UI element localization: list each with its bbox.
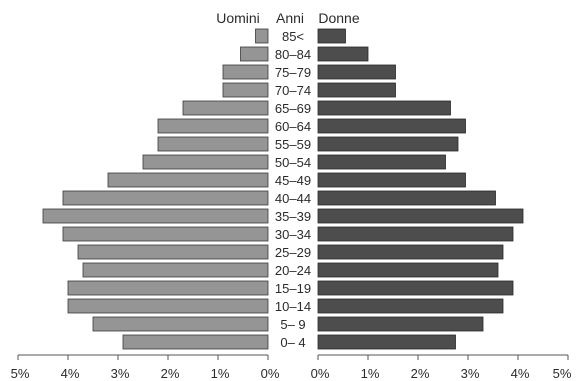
bar-women-14	[317, 82, 396, 98]
bar-women-4	[317, 262, 499, 278]
bar-women-15	[317, 64, 396, 80]
age-label-1: 5– 9	[280, 317, 305, 332]
bar-men-4	[82, 262, 269, 278]
bar-men-5	[77, 244, 269, 260]
tick-label-men-3: 2%	[161, 366, 180, 381]
bar-women-16	[317, 46, 369, 62]
age-label-6: 30–34	[275, 227, 311, 242]
bar-women-0	[317, 334, 456, 350]
age-label-4: 20–24	[275, 263, 311, 278]
bar-men-17	[255, 28, 269, 44]
header-men: Uomini	[216, 10, 260, 26]
tick-label-women-2: 2%	[411, 366, 430, 381]
age-label-8: 40–44	[275, 191, 311, 206]
age-label-14: 70–74	[275, 83, 311, 98]
bar-women-3	[317, 280, 514, 296]
bar-men-14	[222, 82, 269, 98]
bar-women-9	[317, 172, 466, 188]
age-label-13: 65–69	[275, 101, 311, 116]
tick-label-men-4: 1%	[211, 366, 230, 381]
bar-men-10	[142, 154, 269, 170]
age-label-2: 10–14	[275, 299, 311, 314]
bar-women-7	[317, 208, 524, 224]
bar-men-2	[67, 298, 269, 314]
bar-men-11	[157, 136, 269, 152]
bar-men-7	[42, 208, 269, 224]
tick-label-men-0: 5%	[11, 366, 30, 381]
age-label-16: 80–84	[275, 47, 311, 62]
bar-women-11	[317, 136, 459, 152]
age-labels-group: 0– 4 5– 9 10–14 15–19 20–24 25–29 30–34 35–39 40…	[275, 29, 311, 350]
bar-men-12	[157, 118, 269, 134]
bar-women-17	[317, 28, 346, 44]
age-label-11: 55–59	[275, 137, 311, 152]
bar-men-13	[182, 100, 269, 116]
header-age: Anni	[276, 10, 304, 26]
bar-women-13	[317, 100, 451, 116]
tick-label-women-3: 3%	[461, 366, 480, 381]
age-label-10: 50–54	[275, 155, 311, 170]
age-label-15: 75–79	[275, 65, 311, 80]
tick-label-women-0: 0%	[311, 366, 330, 381]
bar-men-15	[222, 64, 269, 80]
bar-men-1	[92, 316, 269, 332]
age-label-3: 15–19	[275, 281, 311, 296]
bar-women-10	[317, 154, 446, 170]
tick-label-women-5: 5%	[553, 366, 572, 381]
bar-men-0	[122, 334, 269, 350]
age-label-12: 60–64	[275, 119, 311, 134]
bar-women-5	[317, 244, 504, 260]
bar-women-6	[317, 226, 514, 242]
bar-women-1	[317, 316, 484, 332]
tick-label-men-2: 3%	[111, 366, 130, 381]
bar-women-12	[317, 118, 466, 134]
age-label-0: 0– 4	[280, 335, 305, 350]
tick-label-men-5: 0%	[261, 366, 280, 381]
tick-label-women-1: 1%	[361, 366, 380, 381]
bars-group	[42, 28, 524, 350]
bar-men-16	[240, 46, 269, 62]
tick-label-men-1: 4%	[61, 366, 80, 381]
header-women: Donne	[318, 10, 359, 26]
bar-men-9	[107, 172, 269, 188]
bar-women-2	[317, 298, 504, 314]
age-label-9: 45–49	[275, 173, 311, 188]
tick-label-women-4: 4%	[511, 366, 530, 381]
bar-men-6	[62, 226, 269, 242]
bar-men-8	[62, 190, 269, 206]
age-label-17: 85<	[282, 29, 304, 44]
age-label-5: 25–29	[275, 245, 311, 260]
bar-women-8	[317, 190, 496, 206]
bar-men-3	[67, 280, 269, 296]
x-axes-group: 5% 4% 3% 2% 1% 0% 0% 1% 2% 3% 4% 5%	[11, 354, 572, 381]
age-label-7: 35–39	[275, 209, 311, 224]
